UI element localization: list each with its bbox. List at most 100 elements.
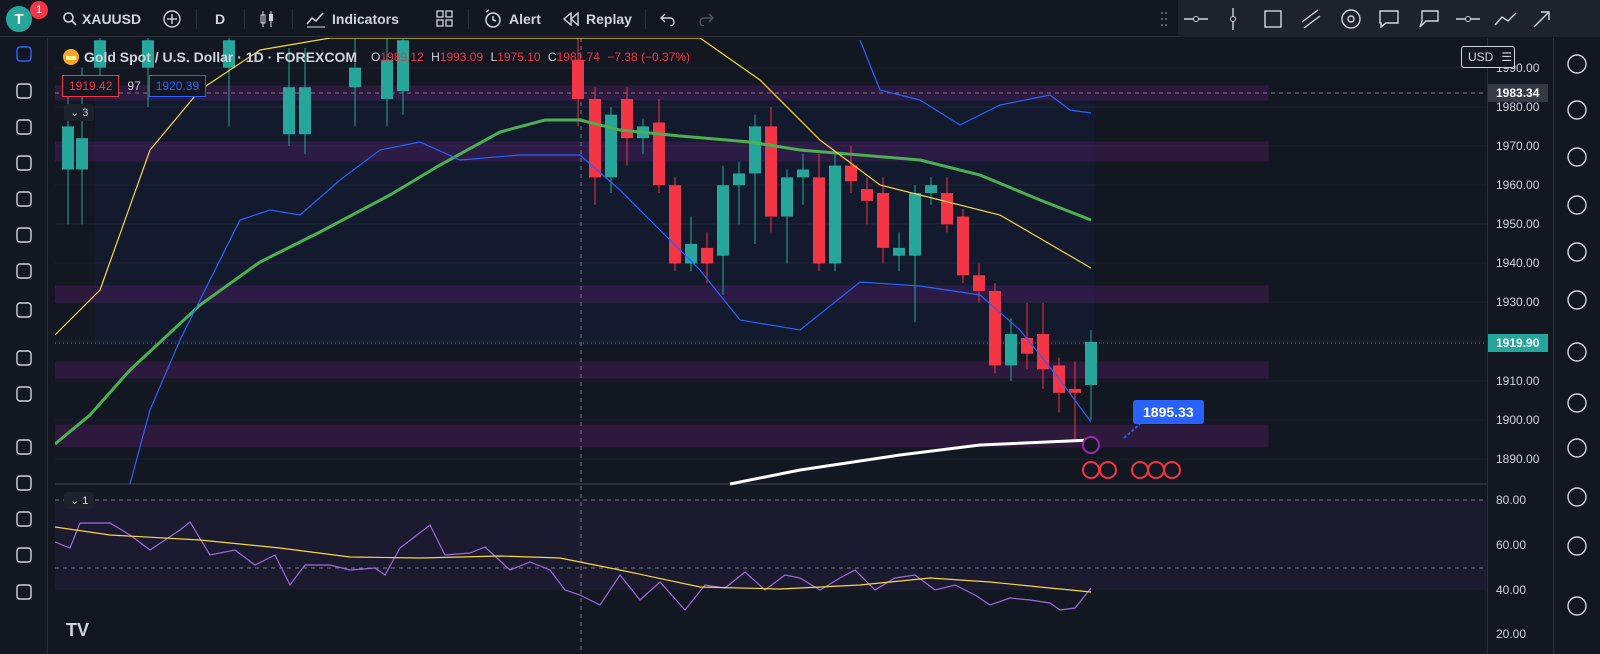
legend-title[interactable]: Gold Spot / U.S. Dollar · 1D · FOREXCOM xyxy=(84,49,358,65)
candles-icon xyxy=(260,10,273,27)
forecast-icon[interactable] xyxy=(12,259,36,283)
sell-price-button[interactable]: 1919.42 xyxy=(62,75,120,97)
price-chart[interactable] xyxy=(55,38,1491,654)
candle-body xyxy=(845,165,857,182)
replay-button[interactable]: Replay xyxy=(562,0,632,37)
emoji-icon[interactable] xyxy=(12,298,36,322)
currency-selector[interactable]: USD ☰ xyxy=(1461,46,1515,68)
help-icon[interactable] xyxy=(1565,436,1589,460)
rsi-tick-label: 80.00 xyxy=(1496,493,1527,507)
candle-body xyxy=(283,87,295,135)
candle-body xyxy=(797,169,809,178)
candle-body xyxy=(893,247,905,256)
candle-body xyxy=(621,98,633,139)
notification-count: 1 xyxy=(35,4,43,16)
candle-body xyxy=(813,177,825,264)
price-callout[interactable]: 1895.33 xyxy=(1133,400,1204,424)
undo-button[interactable] xyxy=(660,0,676,37)
text-icon[interactable] xyxy=(12,187,36,211)
path-icon[interactable] xyxy=(1494,0,1518,37)
user-avatar[interactable]: T xyxy=(6,6,32,32)
event-marker-icon xyxy=(1163,461,1181,479)
last-price-tag: 1919.90 xyxy=(1488,334,1548,352)
parallel-channel-icon[interactable] xyxy=(1300,0,1322,37)
object-tree-icon[interactable] xyxy=(1565,145,1589,169)
chat-icon[interactable] xyxy=(1565,391,1589,415)
right-sidebar xyxy=(1553,38,1600,654)
layout-button[interactable] xyxy=(436,0,454,37)
link-icon[interactable] xyxy=(12,580,36,604)
candle-body xyxy=(909,193,921,256)
indicators-collapse-button[interactable]: ⌄ 3 xyxy=(64,104,95,121)
drag-handle-icon[interactable] xyxy=(1160,0,1168,37)
rsi-indicator-count: 1 xyxy=(82,495,89,507)
separator xyxy=(196,9,197,29)
hotlist-icon[interactable] xyxy=(1565,193,1589,217)
comment-icon[interactable] xyxy=(1378,0,1400,37)
candle-body xyxy=(1085,341,1097,385)
plus-circle-icon xyxy=(163,9,181,28)
separator xyxy=(292,9,293,29)
brush-icon[interactable] xyxy=(12,151,36,175)
ruler-icon[interactable] xyxy=(12,346,36,370)
zoom-icon[interactable] xyxy=(12,382,36,406)
price-tick-label: 1890.00 xyxy=(1496,452,1540,466)
indicators-button[interactable]: Indicators xyxy=(306,0,399,37)
eye-icon[interactable] xyxy=(12,543,36,567)
price-tick-label: 1910.00 xyxy=(1496,374,1540,388)
candle-body xyxy=(989,290,1001,366)
vertical-line-icon[interactable] xyxy=(1228,0,1238,37)
magnet-icon[interactable] xyxy=(12,435,36,459)
pattern-icon[interactable] xyxy=(12,223,36,247)
rsi-tick-label: 20.00 xyxy=(1496,627,1527,641)
rectangle-icon[interactable] xyxy=(1262,0,1284,37)
calendar-icon[interactable] xyxy=(1565,240,1589,264)
replay-icon[interactable] xyxy=(1565,485,1589,509)
fib-icon[interactable] xyxy=(12,115,36,139)
candle-body xyxy=(765,126,777,217)
candle-body xyxy=(94,40,106,68)
candle-body xyxy=(1069,388,1081,393)
drawing-icon[interactable] xyxy=(1565,594,1589,618)
arrow-icon[interactable] xyxy=(1532,0,1552,37)
separator xyxy=(244,9,245,29)
alert-button[interactable]: Alert xyxy=(483,0,541,37)
candle-body xyxy=(1037,334,1049,370)
candle-body xyxy=(957,216,969,276)
lock-icon[interactable] xyxy=(12,507,36,531)
alarm-clock-icon xyxy=(485,8,501,28)
rsi-collapse-button[interactable]: ⌄ 1 xyxy=(64,492,95,509)
notifications-icon[interactable] xyxy=(1565,534,1589,558)
chart-type-button[interactable] xyxy=(258,0,276,37)
support-resistance-zone xyxy=(55,361,1269,379)
lock-draw-icon[interactable] xyxy=(12,471,36,495)
candle-body xyxy=(669,185,681,264)
bid-ask: 1919.42 97 1920.39 xyxy=(62,75,207,97)
interval-button[interactable]: D xyxy=(215,0,225,37)
redo-button[interactable] xyxy=(698,0,714,37)
search-icon xyxy=(63,11,77,26)
ideas-icon[interactable] xyxy=(1565,288,1589,312)
crosshair-icon[interactable] xyxy=(12,42,36,66)
alerts-icon[interactable] xyxy=(1565,98,1589,122)
symbol-search-button[interactable]: XAUUSD xyxy=(62,0,141,37)
moving-average-green xyxy=(55,118,1092,446)
price-tick-label: 1960.00 xyxy=(1496,178,1540,192)
callout-icon[interactable] xyxy=(1418,0,1440,37)
target-icon[interactable] xyxy=(1340,0,1362,37)
support-resistance-zone xyxy=(55,285,1269,303)
buy-price-button[interactable]: 1920.39 xyxy=(148,75,207,97)
horizontal-line-icon[interactable] xyxy=(1184,0,1208,37)
chart-legend: Gold Spot / U.S. Dollar · 1D · FOREXCOM … xyxy=(62,46,690,68)
price-line-icon[interactable] xyxy=(1456,0,1480,37)
change-value: −7.38 (−0.37%) xyxy=(607,50,691,64)
watchlist-icon[interactable] xyxy=(1565,52,1589,76)
candle-body xyxy=(62,126,74,170)
ohlc-values: O1989.12 H1993.09 L1975.10 C1981.74 −7.3… xyxy=(371,50,690,64)
news-icon[interactable] xyxy=(1565,340,1589,364)
candle-body xyxy=(829,165,841,264)
compare-button[interactable] xyxy=(162,0,182,37)
price-scale[interactable]: 1990.00 1980.00 1970.00 1960.00 1950.00 1940.… xyxy=(1487,38,1553,654)
trend-line-icon[interactable] xyxy=(12,79,36,103)
tradingview-logo[interactable]: TV xyxy=(66,620,90,640)
